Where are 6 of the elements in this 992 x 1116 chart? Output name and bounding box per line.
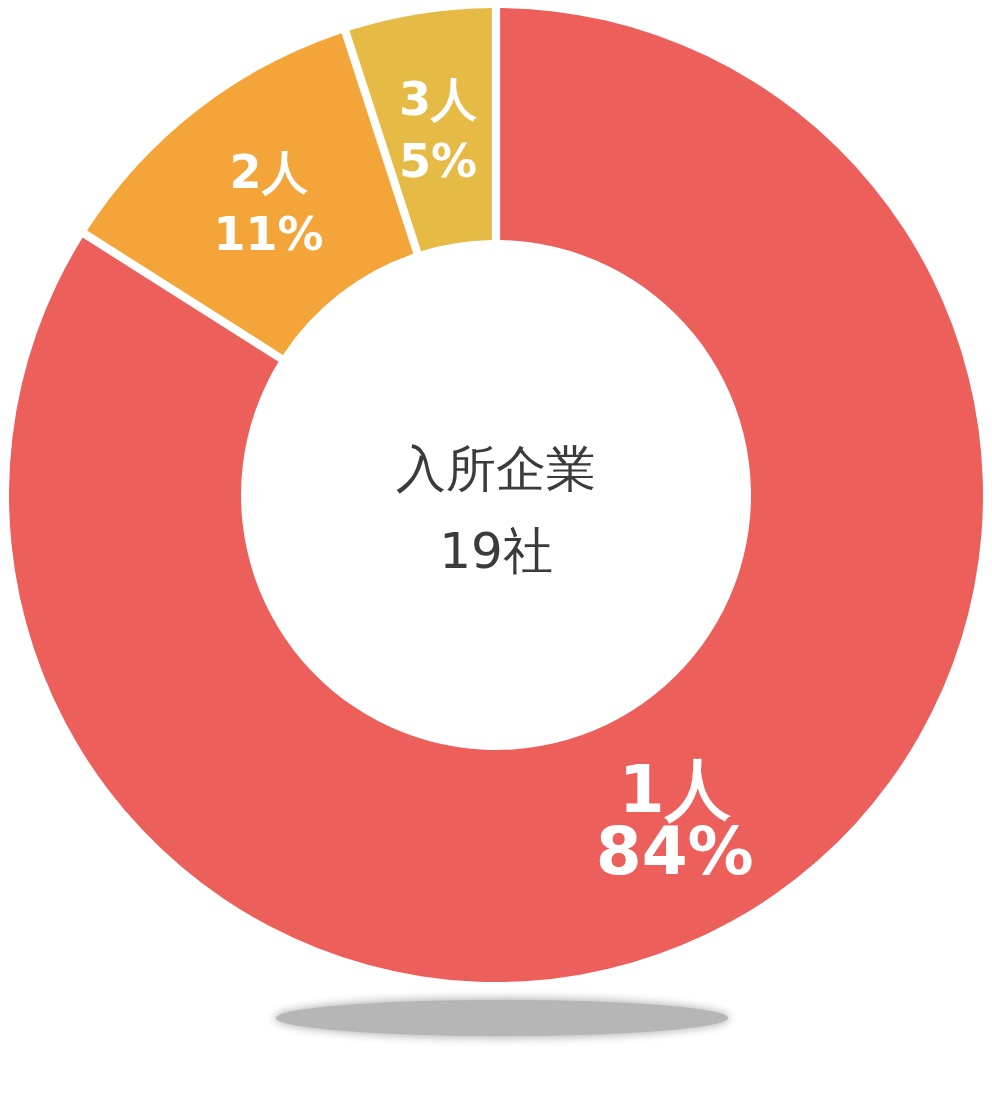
text: 入所企業 [396, 440, 596, 498]
slice-label: 2人 [229, 144, 308, 199]
slice-label: 3人 [398, 71, 477, 126]
data-label: 11% [213, 206, 324, 261]
data-label: 5% [398, 133, 478, 188]
text: 19社 [439, 522, 553, 580]
